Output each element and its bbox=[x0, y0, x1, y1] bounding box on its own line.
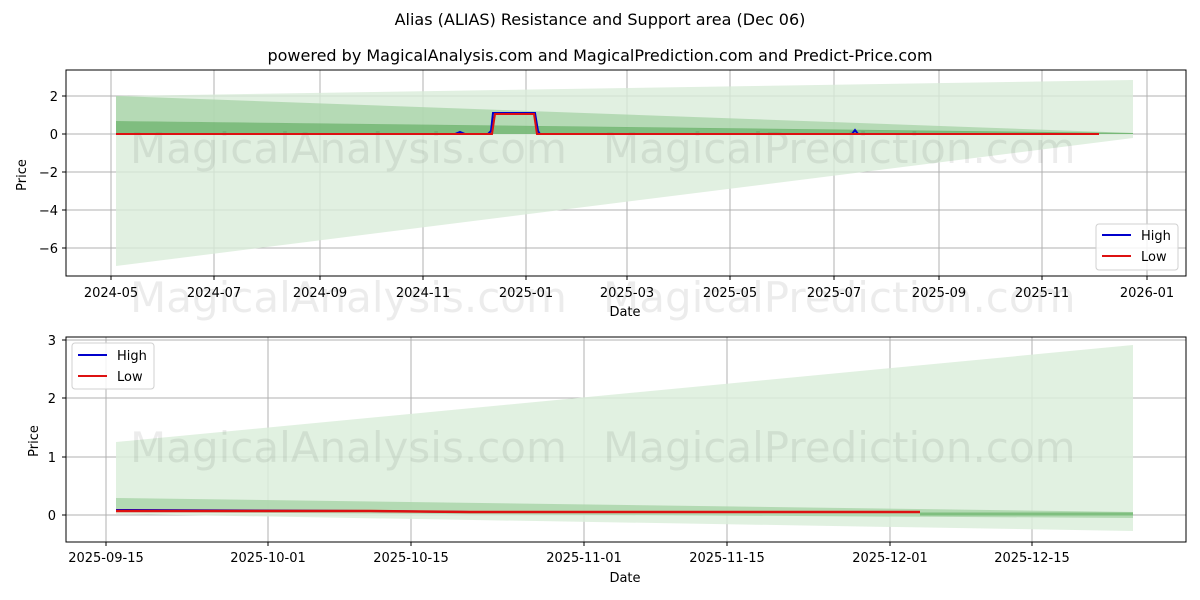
chart-title: Alias (ALIAS) Resistance and Support are… bbox=[394, 10, 806, 29]
x-tick-label: 2025-11-15 bbox=[689, 551, 765, 566]
x-tick-label: 2024-05 bbox=[84, 286, 138, 301]
x-tick-label: 2025-09-15 bbox=[68, 551, 144, 566]
y-tick-label: −4 bbox=[39, 204, 58, 219]
top-low-line bbox=[116, 113, 1099, 135]
top-chart: MagicalAnalysis.com MagicalPrediction.co… bbox=[15, 69, 1187, 322]
x-tick-label: 2024-07 bbox=[187, 286, 241, 301]
bottom-legend: High Low bbox=[71, 342, 155, 390]
top-upper-band bbox=[116, 96, 1133, 134]
x-axis-label: Date bbox=[609, 571, 640, 586]
y-tick-label: 1 bbox=[48, 451, 56, 466]
bottom-outer-band bbox=[116, 345, 1133, 531]
legend-low-label: Low bbox=[117, 370, 143, 385]
x-axis-label: Date bbox=[609, 305, 640, 320]
y-axis-label: Price bbox=[15, 159, 30, 191]
y-tick-label: 2 bbox=[48, 392, 56, 407]
bottom-axes-frame bbox=[65, 336, 1187, 543]
y-axis-label: Price bbox=[27, 425, 42, 457]
watermark-text: MagicalPrediction.com bbox=[603, 273, 1076, 322]
watermark-text: MagicalPrediction.com bbox=[603, 124, 1076, 173]
x-tick-label: 2025-05 bbox=[703, 286, 757, 301]
x-tick-label: 2025-11-01 bbox=[546, 551, 622, 566]
x-tick-label: 2025-12-01 bbox=[852, 551, 928, 566]
legend-low-label: Low bbox=[1141, 250, 1167, 265]
watermark-text: MagicalPrediction.com bbox=[603, 423, 1076, 472]
x-tick-label: 2025-10-15 bbox=[373, 551, 449, 566]
x-tick-label: 2025-01 bbox=[499, 286, 553, 301]
watermark-text: MagicalAnalysis.com bbox=[130, 423, 567, 472]
y-tick-label: 0 bbox=[48, 509, 56, 524]
bottom-low-line bbox=[116, 509, 920, 514]
top-legend: High Low bbox=[1095, 223, 1179, 271]
y-tick-label: 0 bbox=[50, 128, 58, 143]
watermark-text: MagicalAnalysis.com bbox=[130, 124, 567, 173]
top-axes-frame bbox=[65, 69, 1187, 277]
chart-subtitle: powered by MagicalAnalysis.com and Magic… bbox=[267, 46, 933, 65]
legend-high-label: High bbox=[117, 349, 147, 364]
x-tick-label: 2026-01 bbox=[1120, 286, 1174, 301]
x-tick-label: 2025-07 bbox=[807, 286, 861, 301]
y-tick-label: 3 bbox=[48, 334, 56, 349]
x-tick-label: 2025-11 bbox=[1015, 286, 1069, 301]
x-tick-label: 2024-11 bbox=[396, 286, 450, 301]
bottom-chart: MagicalAnalysis.com MagicalPrediction.co… bbox=[27, 334, 1187, 586]
y-tick-label: −6 bbox=[39, 242, 58, 257]
x-tick-label: 2025-10-01 bbox=[230, 551, 306, 566]
legend-high-label: High bbox=[1141, 229, 1171, 244]
x-tick-label: 2025-09 bbox=[912, 286, 966, 301]
x-tick-label: 2024-09 bbox=[293, 286, 347, 301]
watermark-text: MagicalAnalysis.com bbox=[130, 273, 567, 322]
x-tick-label: 2025-12-15 bbox=[994, 551, 1070, 566]
top-inner-band bbox=[116, 121, 1133, 134]
y-tick-label: 2 bbox=[50, 90, 58, 105]
x-tick-label: 2025-03 bbox=[600, 286, 654, 301]
y-tick-label: −2 bbox=[39, 166, 58, 181]
